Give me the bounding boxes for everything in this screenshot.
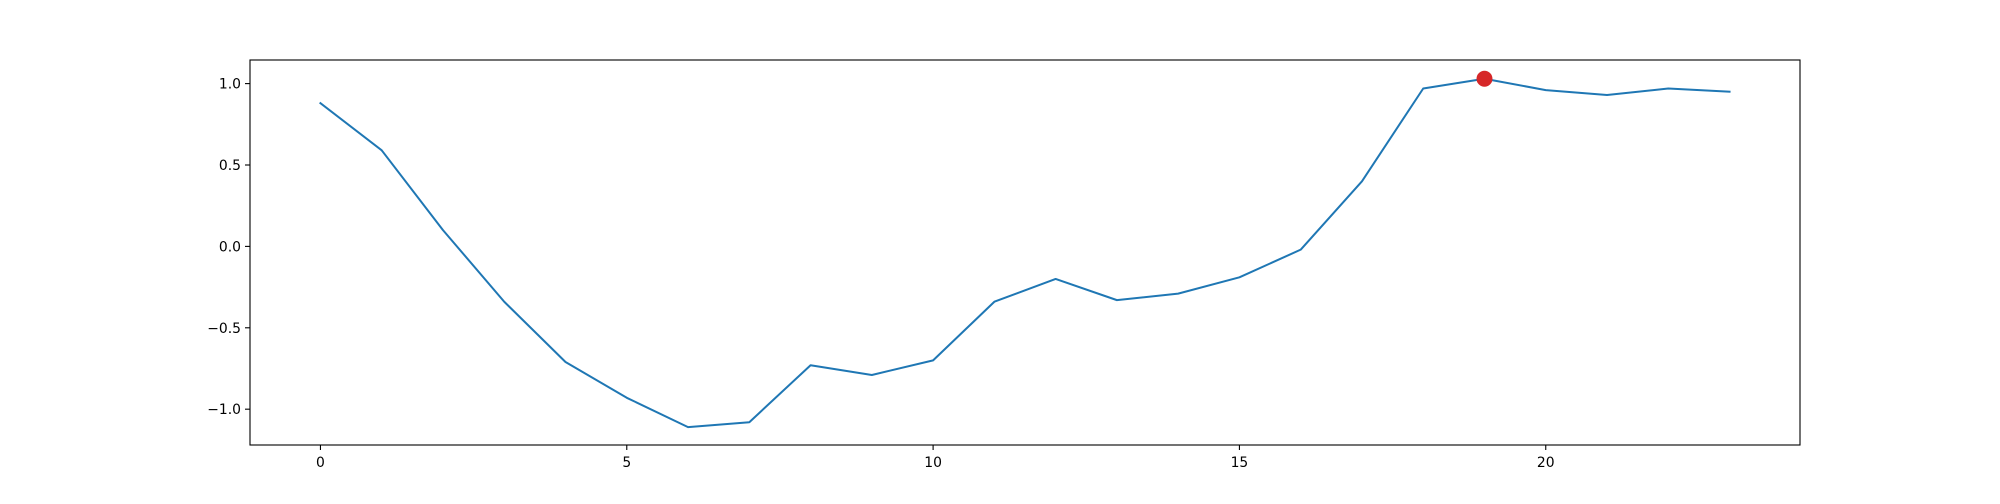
plot-frame bbox=[249, 59, 1801, 446]
highlight-marker bbox=[1476, 70, 1493, 87]
y-tick-label: −1.0 bbox=[207, 402, 241, 418]
marker-layer bbox=[1476, 70, 1493, 87]
y-tick-label: 0.5 bbox=[219, 158, 241, 174]
x-tick-label: 10 bbox=[924, 455, 942, 471]
y-tick-label: 0.0 bbox=[219, 239, 241, 255]
x-tick-label: 20 bbox=[1537, 455, 1555, 471]
x-tick-label: 5 bbox=[622, 455, 631, 471]
y-tick-label: 1.0 bbox=[219, 77, 241, 93]
series-line bbox=[319, 77, 1731, 429]
series-layer bbox=[319, 77, 1731, 429]
x-tick-label: 0 bbox=[316, 455, 325, 471]
x-tick-label: 15 bbox=[1231, 455, 1249, 471]
y-tick-label: −0.5 bbox=[207, 321, 241, 337]
axes-layer: 0 5 10 15 20 1.0 0.5 0.0 −0.5 −1.0 bbox=[207, 77, 1554, 471]
